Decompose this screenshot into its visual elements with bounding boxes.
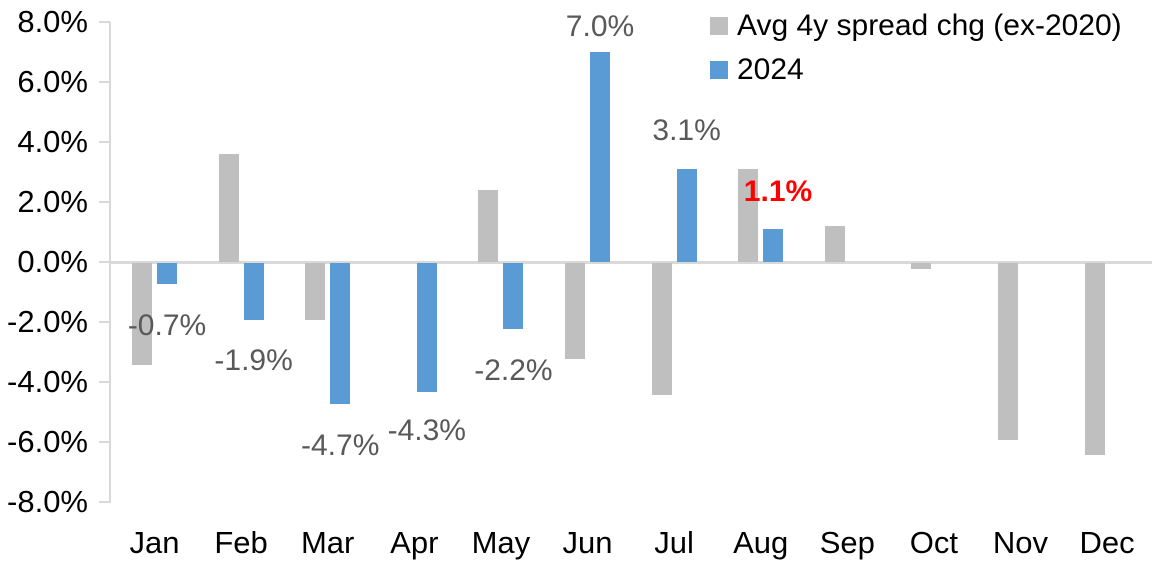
legend: Avg 4y spread chg (ex-2020) 2024 (710, 7, 1122, 95)
bar-2024-mar (330, 263, 351, 404)
bar-2024-jul (676, 169, 697, 262)
data-label-jun: 7.0% (565, 10, 635, 43)
data-label-mar: -4.7% (301, 429, 380, 462)
data-label-jul: 3.1% (652, 114, 721, 147)
x-axis-label-jan: Jan (129, 525, 180, 560)
legend-label: Avg 4y spread chg (ex-2020) (737, 9, 1122, 42)
legend-entry-avg-4y-spread-chg-ex-2020: Avg 4y spread chg (ex-2020) (710, 7, 1122, 45)
bar-avg4y-feb (218, 154, 239, 262)
x-axis-label-nov: Nov (992, 525, 1049, 560)
y-axis-tick-mark (99, 141, 110, 143)
y-axis-tick-mark (99, 321, 110, 323)
y-axis-tick-mark (99, 81, 110, 83)
x-axis-zero-line (110, 261, 1152, 264)
y-axis-tick-mark (99, 501, 110, 503)
bar-avg4y-mar (305, 263, 326, 320)
legend-swatch-icon (710, 17, 728, 35)
x-axis-label-mar: Mar (300, 525, 355, 560)
data-label-feb: -1.9% (214, 344, 293, 377)
x-axis-label-feb: Feb (214, 525, 268, 560)
bar-avg4y-jul (651, 263, 672, 395)
data-label-aug: 1.1% (743, 175, 813, 208)
bar-2024-apr (416, 263, 437, 392)
data-label-may: -2.2% (474, 354, 553, 387)
y-axis-tick-label: -2.0% (7, 304, 88, 339)
y-axis-tick-mark (99, 441, 110, 443)
y-axis-tick-label: 4.0% (17, 124, 88, 159)
bar-2024-jan (157, 263, 177, 284)
x-axis-label-oct: Oct (909, 525, 958, 560)
x-axis-label-may: May (471, 525, 531, 560)
bar-avg4y-jan (132, 263, 152, 365)
bar-avg4y-dec (1084, 263, 1105, 455)
bar-avg4y-jun (565, 263, 585, 359)
y-axis-tick-mark (99, 381, 110, 383)
y-axis-tick-label: 6.0% (17, 64, 88, 99)
bar-2024-may (503, 263, 524, 329)
bar-avg4y-nov (998, 263, 1018, 440)
data-label-jan: -0.7% (127, 309, 207, 342)
y-axis-tick-mark (99, 201, 110, 203)
y-axis-tick-mark (99, 21, 110, 23)
y-axis-tick-label: 2.0% (17, 184, 88, 219)
y-axis-tick-label: -8.0% (7, 484, 88, 519)
legend-label: 2024 (737, 53, 804, 86)
legend-swatch-icon (710, 61, 728, 79)
bar-2024-feb (243, 263, 264, 320)
x-axis-label-dec: Dec (1079, 525, 1135, 560)
x-axis-label-sep: Sep (819, 525, 875, 560)
y-axis-tick-label: -4.0% (7, 364, 88, 399)
y-axis-tick-label: 0.0% (17, 244, 88, 279)
x-axis-label-apr: Apr (390, 525, 439, 560)
bar-avg4y-aug (738, 169, 759, 262)
legend-entry-2024: 2024 (710, 51, 1122, 89)
bar-2024-jun (590, 52, 610, 262)
bar-avg4y-oct (911, 263, 932, 269)
data-label-apr: -4.3% (387, 414, 466, 447)
bar-2024-aug (763, 229, 784, 262)
y-axis-tick-label: -6.0% (7, 424, 88, 459)
x-axis-label-jul: Jul (654, 525, 694, 560)
x-axis-label-aug: Aug (733, 525, 789, 560)
y-axis-tick-label: 8.0% (17, 4, 88, 39)
bar-avg4y-may (478, 190, 499, 262)
x-axis-label-jun: Jun (562, 525, 613, 560)
bar-avg4y-sep (824, 226, 845, 262)
y-axis-tick-mark (99, 261, 110, 263)
